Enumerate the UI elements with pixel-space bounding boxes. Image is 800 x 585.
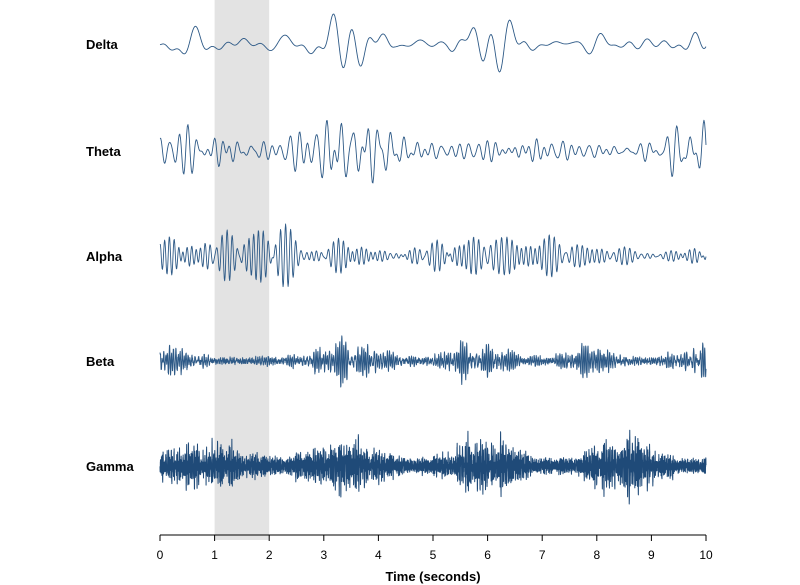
band-label-gamma: Gamma [86,459,134,474]
trace-theta [159,119,707,184]
band-label-alpha: Alpha [86,249,123,264]
band-label-delta: Delta [86,37,119,52]
x-tick-label: 3 [320,548,327,562]
x-tick-label: 8 [593,548,600,562]
trace-gamma [159,429,707,505]
band-labels-group: Delta Theta Alpha Beta Gamma [86,37,134,474]
x-axis-title: Time (seconds) [385,569,480,584]
x-tick-label: 5 [430,548,437,562]
band-label-theta: Theta [86,144,121,159]
x-tick-label: 4 [375,548,382,562]
x-tick-label: 0 [157,548,164,562]
x-axis: 0 1 2 3 4 5 6 7 8 9 10 [157,534,713,562]
trace-delta [159,13,707,73]
x-tick-label: 2 [266,548,273,562]
x-tick-label: 1 [211,548,218,562]
x-tick-label: 9 [648,548,655,562]
x-tick-label: 7 [539,548,546,562]
x-tick-label: 6 [484,548,491,562]
traces-group [159,13,707,505]
trace-alpha [159,223,707,288]
trace-beta [159,335,707,388]
x-tick-label: 10 [699,548,713,562]
band-label-beta: Beta [86,354,115,369]
